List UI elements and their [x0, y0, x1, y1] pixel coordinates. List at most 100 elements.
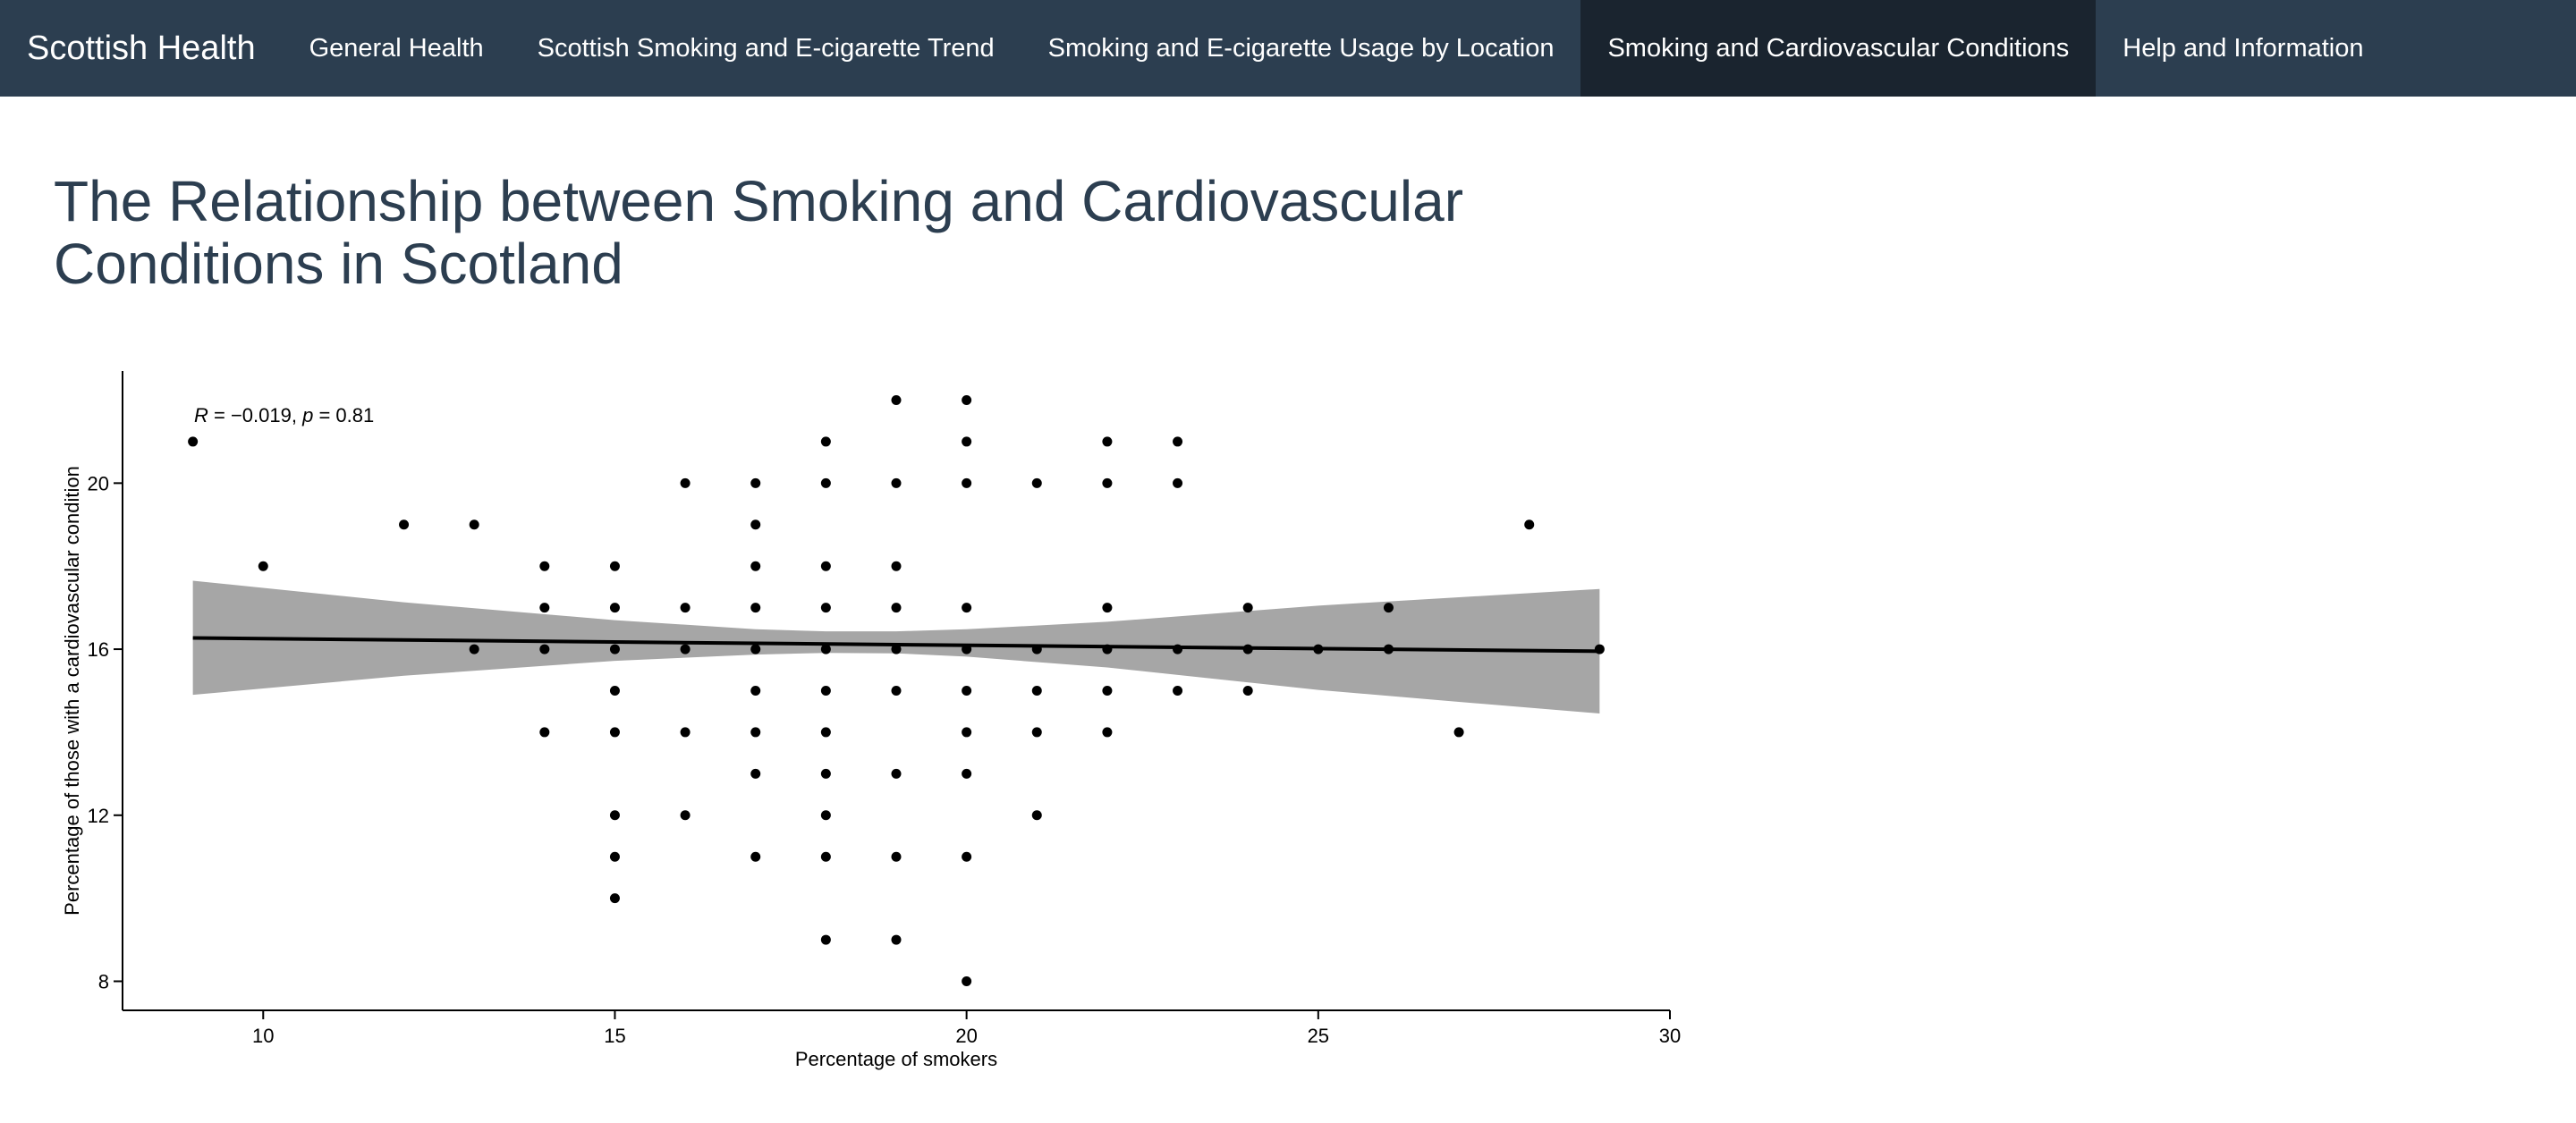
- data-point: [962, 851, 972, 862]
- data-point: [680, 603, 691, 613]
- tab-general-health[interactable]: General Health: [309, 33, 484, 63]
- data-point: [609, 851, 620, 862]
- data-point: [750, 477, 761, 488]
- regression-line: [192, 636, 1600, 654]
- data-point: [750, 851, 761, 862]
- x-tick-label: 15: [604, 1025, 625, 1047]
- data-point: [891, 768, 902, 779]
- data-point: [539, 561, 550, 571]
- data-point: [891, 644, 902, 654]
- data-point: [820, 851, 831, 862]
- data-point: [609, 686, 620, 696]
- data-point: [962, 395, 972, 405]
- data-point: [962, 436, 972, 447]
- navbar: Scottish Health General Health Scottish …: [0, 0, 2576, 97]
- data-point: [1031, 477, 1042, 488]
- data-point: [962, 686, 972, 696]
- data-point: [1102, 477, 1113, 488]
- x-tick-label: 10: [252, 1025, 274, 1047]
- data-point: [820, 603, 831, 613]
- data-point: [1102, 727, 1113, 738]
- data-point: [1031, 686, 1042, 696]
- data-point: [539, 644, 550, 654]
- data-point: [891, 603, 902, 613]
- page-title: The Relationship between Smoking and Car…: [54, 169, 1463, 296]
- y-axis-label: Percentage of those with a cardiovascula…: [61, 466, 83, 916]
- data-point: [1031, 810, 1042, 821]
- data-point: [399, 519, 410, 530]
- data-point: [891, 686, 902, 696]
- data-point: [962, 768, 972, 779]
- data-point: [1102, 436, 1113, 447]
- data-point: [609, 561, 620, 571]
- data-point: [1242, 603, 1253, 613]
- y-tick-label: 16: [88, 638, 109, 661]
- data-point: [820, 477, 831, 488]
- data-point: [469, 519, 479, 530]
- data-point: [820, 810, 831, 821]
- data-point: [820, 436, 831, 447]
- data-point: [539, 727, 550, 738]
- data-point: [1031, 727, 1042, 738]
- data-point: [1102, 686, 1113, 696]
- x-tick-label: 20: [955, 1025, 977, 1047]
- data-point: [750, 519, 761, 530]
- data-point: [1383, 603, 1394, 613]
- correlation-annotation: R = −0.019, p = 0.81: [194, 404, 374, 426]
- y-tick-label: 12: [88, 805, 109, 827]
- data-point: [680, 644, 691, 654]
- data-point: [820, 934, 831, 945]
- data-point: [891, 395, 902, 405]
- data-point: [609, 603, 620, 613]
- data-point: [750, 644, 761, 654]
- data-point: [258, 561, 268, 571]
- data-point: [680, 727, 691, 738]
- annotation-p-label: p: [301, 404, 313, 426]
- x-tick-label: 30: [1659, 1025, 1681, 1047]
- tab-smoking-trend[interactable]: Scottish Smoking and E-cigarette Trend: [537, 33, 995, 63]
- annotation-r-value: = −0.019,: [208, 404, 302, 426]
- data-point: [469, 644, 479, 654]
- data-point: [750, 603, 761, 613]
- data-point: [891, 477, 902, 488]
- data-point: [820, 686, 831, 696]
- data-point: [891, 934, 902, 945]
- data-point: [1173, 436, 1183, 447]
- data-point: [820, 561, 831, 571]
- data-point: [962, 603, 972, 613]
- data-point: [1102, 603, 1113, 613]
- data-point: [609, 810, 620, 821]
- data-point: [609, 893, 620, 904]
- data-point: [820, 727, 831, 738]
- data-point: [750, 561, 761, 571]
- data-point: [539, 603, 550, 613]
- data-point: [1173, 686, 1183, 696]
- data-point: [962, 976, 972, 986]
- navbar-brand[interactable]: Scottish Health: [27, 29, 256, 67]
- y-tick-label: 8: [98, 971, 109, 993]
- data-point: [962, 727, 972, 738]
- x-axis-label: Percentage of smokers: [795, 1048, 997, 1070]
- y-tick-label: 20: [88, 472, 109, 494]
- data-point: [891, 851, 902, 862]
- data-point: [680, 810, 691, 821]
- data-point: [750, 686, 761, 696]
- data-point: [891, 561, 902, 571]
- data-point: [820, 768, 831, 779]
- data-point: [609, 727, 620, 738]
- annotation-p-value: = 0.81: [313, 404, 374, 426]
- x-tick-label: 25: [1308, 1025, 1329, 1047]
- data-point: [188, 436, 199, 447]
- data-point: [750, 727, 761, 738]
- data-point: [750, 768, 761, 779]
- data-point: [1242, 686, 1253, 696]
- data-point: [1173, 477, 1183, 488]
- data-point: [609, 644, 620, 654]
- data-point: [1524, 519, 1535, 530]
- tab-cardiovascular-conditions[interactable]: Smoking and Cardiovascular Conditions: [1580, 0, 2097, 97]
- tab-help-information[interactable]: Help and Information: [2123, 33, 2364, 63]
- data-point: [962, 477, 972, 488]
- data-point: [1453, 727, 1464, 738]
- tab-usage-by-location[interactable]: Smoking and E-cigarette Usage by Locatio…: [1047, 33, 1555, 63]
